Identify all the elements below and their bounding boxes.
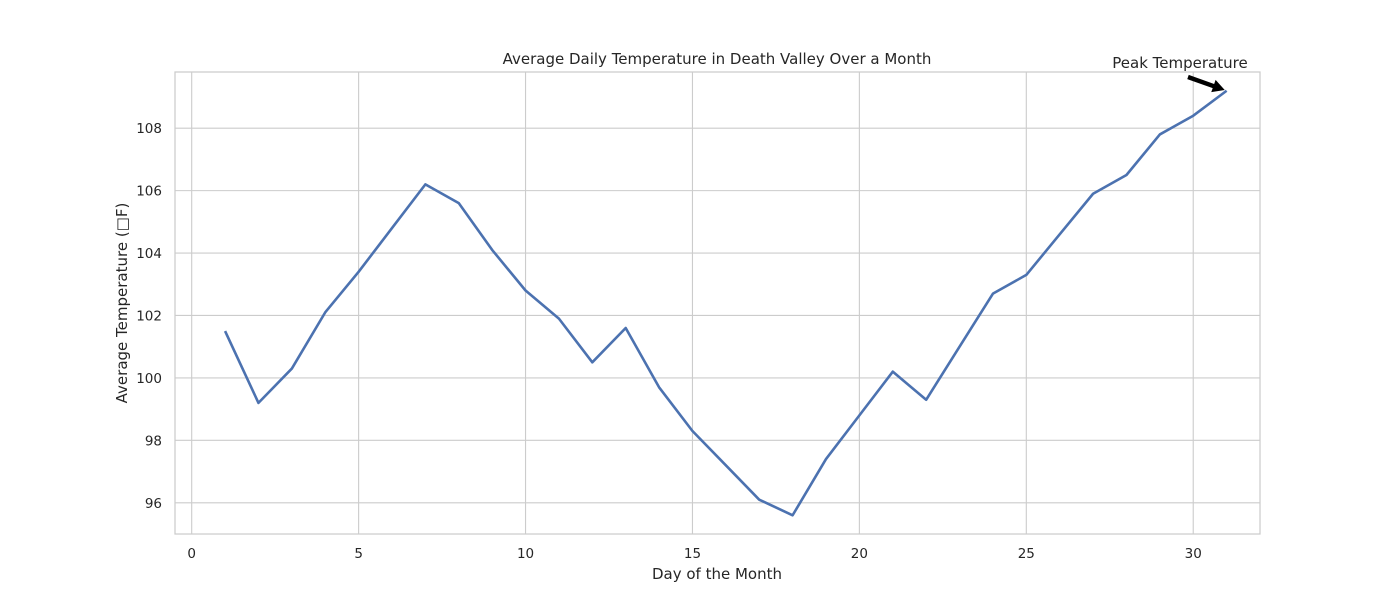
x-tick-label: 0	[187, 546, 196, 562]
chart-frame	[174, 71, 1261, 535]
x-tick-label: 25	[1018, 546, 1035, 562]
x-axis-label: Day of the Month	[652, 565, 782, 583]
temperature-line	[223, 89, 1228, 517]
grid	[175, 72, 1260, 534]
y-tick-label: 108	[136, 121, 162, 137]
y-tick-label: 96	[145, 496, 162, 512]
y-tick-label: 102	[136, 308, 162, 324]
x-tick-label: 15	[684, 546, 701, 562]
y-tick-label: 106	[136, 184, 162, 200]
x-axis-ticks: 0 5 10 15 20 25 30	[187, 546, 1201, 562]
plot-area	[223, 89, 1228, 517]
peak-annotation-arrow	[1187, 74, 1225, 93]
y-tick-label: 104	[136, 246, 162, 262]
x-tick-label: 30	[1185, 546, 1202, 562]
x-tick-label: 10	[517, 546, 534, 562]
annotation: Peak Temperature	[1112, 54, 1248, 93]
y-tick-label: 98	[145, 433, 162, 449]
y-axis-ticks: 96 98 100 102 104 106 108	[136, 121, 162, 512]
chart-title: Average Daily Temperature in Death Valle…	[503, 50, 932, 68]
x-tick-label: 5	[354, 546, 363, 562]
peak-annotation-label: Peak Temperature	[1112, 54, 1247, 72]
y-tick-label: 100	[136, 371, 162, 387]
x-tick-label: 20	[851, 546, 868, 562]
y-axis-label: Average Temperature (□F)	[113, 203, 131, 404]
